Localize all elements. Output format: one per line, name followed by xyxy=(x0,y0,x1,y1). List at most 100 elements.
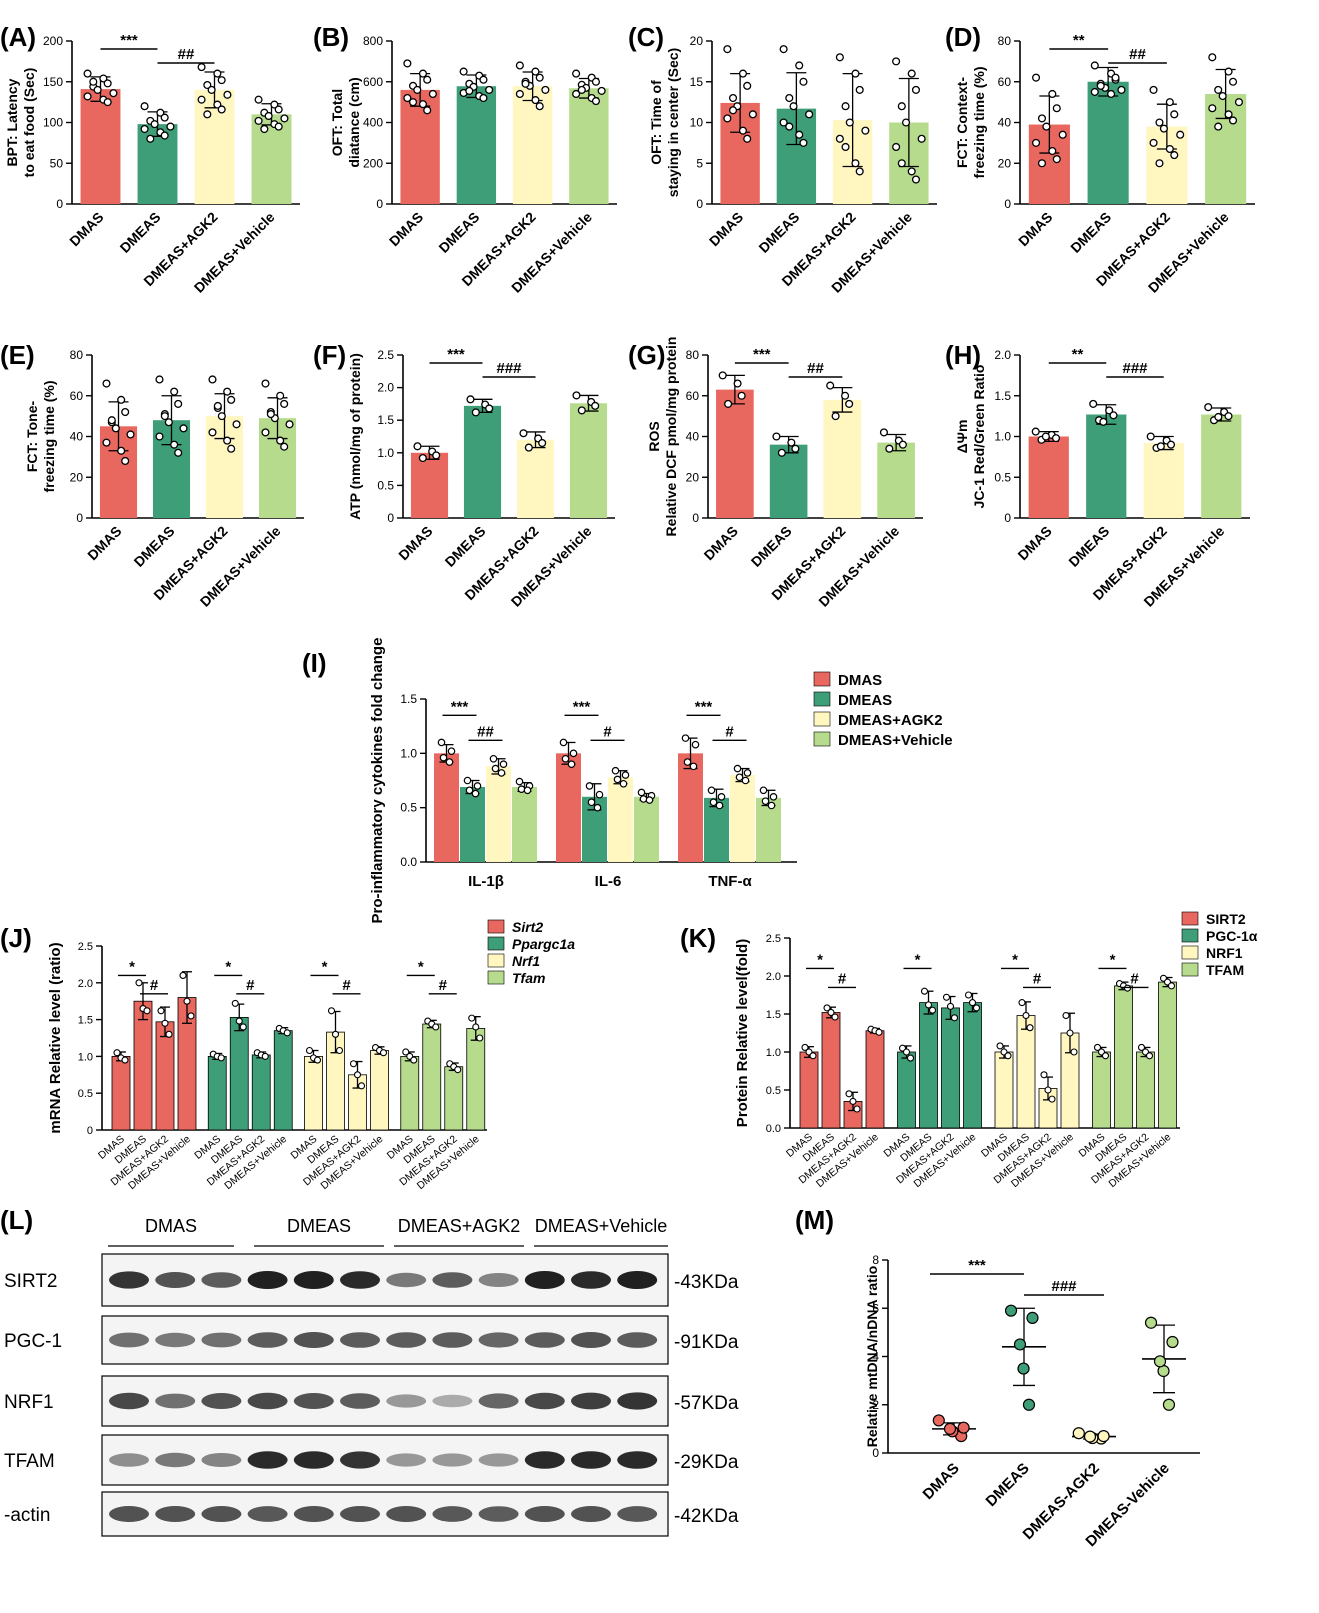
data-point xyxy=(853,1105,861,1113)
blot-band xyxy=(201,1393,242,1409)
bar xyxy=(823,399,862,518)
data-point xyxy=(379,1049,388,1057)
legend-label: SIRT2 xyxy=(1206,911,1246,927)
bar xyxy=(1114,985,1133,1129)
data-point xyxy=(155,432,164,441)
data-point xyxy=(402,1048,410,1056)
y-axis-title-line: ROS xyxy=(646,421,662,451)
panel-label: (J) xyxy=(0,923,32,953)
significance-label: ### xyxy=(496,360,522,377)
data-point xyxy=(217,412,226,421)
data-point xyxy=(235,1017,243,1025)
data-point xyxy=(207,85,216,94)
data-point xyxy=(1048,89,1057,99)
data-point xyxy=(465,86,474,95)
legend-swatch xyxy=(813,691,831,707)
blot-band xyxy=(571,1392,611,1410)
data-point xyxy=(113,1049,121,1057)
data-point xyxy=(1146,432,1155,441)
y-axis-title-line: freezing time (%) xyxy=(971,66,987,178)
x-tick-label: DMEAS xyxy=(1067,209,1114,256)
data-point xyxy=(213,100,222,109)
data-point xyxy=(179,971,187,979)
y-tick-label: 60 xyxy=(686,389,700,403)
data-point xyxy=(748,110,757,119)
chart-panel-k: (K)0.00.51.01.52.02.5DMASDMEASDMEAS+AGK2… xyxy=(680,911,1258,1190)
data-point xyxy=(89,77,98,86)
blot-band xyxy=(247,1506,288,1522)
data-point xyxy=(823,1004,831,1012)
data-point xyxy=(471,408,480,417)
blot-group-label: DMEAS xyxy=(287,1216,351,1236)
y-axis-title-line: to eat food (Sec) xyxy=(21,68,37,178)
chart-panel-c: (C) 0 5 10 15 20 OFT: Time ofstaying in center… xyxy=(628,22,937,296)
blot-size-label: -43KDa xyxy=(674,1272,739,1293)
blot-band xyxy=(478,1273,519,1287)
bar xyxy=(194,89,235,204)
panel-label: (E) xyxy=(0,340,35,370)
y-tick-label: 8 xyxy=(872,1253,879,1267)
data-point xyxy=(126,430,135,439)
blot-band xyxy=(617,1392,658,1410)
data-point xyxy=(313,1056,322,1064)
data-point xyxy=(413,85,422,94)
data-point xyxy=(174,448,183,457)
data-point xyxy=(103,79,112,88)
y-axis-title: BPT: Latencyto eat food (Sec) xyxy=(4,68,37,178)
data-point xyxy=(418,453,427,463)
bar xyxy=(251,114,292,204)
x-tick-label: DMEAS xyxy=(1065,523,1112,570)
significance-label: *** xyxy=(753,346,771,363)
bar xyxy=(304,1056,323,1131)
data-point xyxy=(170,387,179,396)
y-axis-title: Protein Relative level(fold) xyxy=(734,939,751,1127)
data-point xyxy=(799,138,808,147)
data-point xyxy=(280,442,289,451)
data-point xyxy=(447,747,456,755)
blot-band xyxy=(524,1271,565,1289)
blot-band xyxy=(432,1506,473,1522)
data-point xyxy=(932,1414,945,1427)
significance-label: * xyxy=(1110,951,1116,968)
data-point xyxy=(1214,85,1223,94)
data-point xyxy=(1004,1052,1012,1060)
significance-label: * xyxy=(322,958,328,975)
data-point xyxy=(1162,1398,1176,1411)
data-point xyxy=(1159,124,1168,133)
x-tick-label: DMAS xyxy=(701,523,741,563)
data-point xyxy=(907,69,916,78)
significance-label: # xyxy=(838,970,847,987)
data-point xyxy=(611,766,620,775)
blot-band xyxy=(247,1332,288,1348)
data-point xyxy=(1208,104,1217,113)
y-tick-label: 80 xyxy=(70,348,84,362)
data-point xyxy=(738,69,748,78)
data-point xyxy=(305,1046,314,1055)
data-point xyxy=(239,1023,247,1031)
y-tick-label: 1.0 xyxy=(766,1047,781,1059)
data-point xyxy=(738,126,748,135)
data-point xyxy=(254,116,263,125)
data-point xyxy=(767,801,776,810)
data-point xyxy=(1044,1086,1052,1094)
data-point xyxy=(1224,412,1233,421)
y-tick-label: 2.0 xyxy=(766,971,781,983)
y-tick-label: 800 xyxy=(363,34,383,48)
significance-label: *** xyxy=(447,346,465,363)
y-axis-title: FCT: Tone-freezing time (%) xyxy=(24,380,57,492)
legend-swatch xyxy=(487,919,505,934)
y-tick-label: 200 xyxy=(43,34,63,48)
data-point xyxy=(681,734,690,742)
y-axis-title-line: OFT: Time of xyxy=(648,80,664,165)
bar xyxy=(769,444,808,518)
data-point xyxy=(479,94,488,103)
blot-band xyxy=(109,1392,149,1410)
blot-size-label: -91KDa xyxy=(674,1332,739,1353)
data-point xyxy=(357,1082,366,1090)
bar xyxy=(133,1000,153,1131)
data-point xyxy=(1228,116,1238,125)
data-point xyxy=(471,789,480,798)
blot-size-label: -42KDa xyxy=(674,1506,739,1527)
data-point xyxy=(531,96,540,105)
y-tick-label: 60 xyxy=(998,75,1012,89)
